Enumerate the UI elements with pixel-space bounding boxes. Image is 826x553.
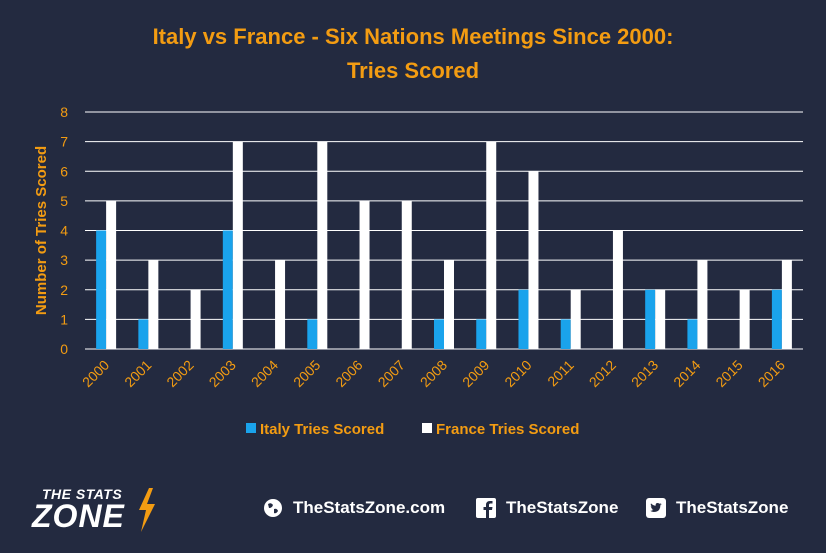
facebook-link[interactable]: TheStatsZone [476,498,618,518]
france-bar [486,141,497,349]
x-tick-label: 2003 [206,357,239,390]
france-bar [781,260,792,349]
x-tick-label: 2014 [670,357,703,390]
france-bar [444,260,454,349]
y-tick-label: 5 [60,193,68,209]
logo-text-bottom: ZONE [32,498,125,534]
france-bar [359,200,370,349]
italy-bar [771,289,782,349]
italy-bar [138,319,149,349]
x-tick-label: 2002 [163,357,196,390]
x-tick-label: 2013 [628,357,661,390]
x-tick-label: 2000 [79,357,112,390]
x-tick-label: 2005 [290,357,323,390]
footer: THE STATS ZONE TheStatsZone.com TheStats… [0,486,826,546]
legend-label-italy: Italy Tries Scored [260,421,384,438]
lightning-bolt-icon [139,488,155,532]
x-tick-label: 2009 [459,357,492,390]
chart-subtitle: Tries Scored [346,58,480,83]
y-tick-label: 1 [60,311,68,327]
y-tick-label: 0 [60,341,68,357]
bar-chart: 0 1 2 3 4 5 6 7 8 Number of Tries Scored 2000 2001 2… [33,104,803,438]
legend-swatch-france [422,423,432,433]
y-axis-label: Number of Tries Scored [33,146,50,315]
france-bar [275,260,286,349]
france-bar [190,289,201,349]
twitter-icon [646,498,666,518]
italy-bar [687,319,698,349]
france-bar [697,260,708,349]
y-tick-label: 2 [60,282,68,298]
y-tick-label: 8 [60,104,68,120]
italy-bar [645,289,656,349]
twitter-link[interactable]: TheStatsZone [646,498,788,518]
chart-title: Italy vs France - Six Nations Meetings S… [152,24,674,49]
twitter-text: TheStatsZone [676,498,789,517]
x-tick-label: 2004 [248,357,281,390]
france-bar [106,200,117,349]
france-bar [401,200,412,349]
italy-bar [476,319,487,349]
website-link[interactable]: TheStatsZone.com [263,498,445,518]
x-tick-label: 2015 [712,357,745,390]
france-bar [655,289,666,349]
italy-bar [518,289,529,349]
x-tick-label: 2001 [121,357,154,390]
facebook-text: TheStatsZone [506,498,619,517]
france-bar [612,230,623,349]
italy-bar [560,319,571,349]
x-tick-label: 2007 [375,357,408,390]
y-tick-label: 7 [60,134,68,150]
france-bar [317,141,328,349]
legend-label-france: France Tries Scored [436,421,579,438]
x-tick-label: 2011 [544,357,577,390]
italy-bar [96,230,107,349]
y-tick-label: 6 [60,163,68,179]
website-text: TheStatsZone.com [293,498,446,517]
france-bar [739,289,750,349]
x-tick-label: 2006 [332,357,365,390]
legend-swatch-italy [246,423,256,433]
france-bar [528,171,539,349]
france-bar [232,141,243,349]
italy-bar [222,230,233,349]
italy-bar [307,319,318,349]
france-bar [570,289,581,349]
x-tick-label: 2008 [417,357,450,390]
logo-text-top: THE STATS [42,486,123,502]
x-tick-label: 2010 [501,357,534,390]
facebook-icon [476,498,496,518]
italy-bar [434,319,444,349]
globe-icon [264,499,282,517]
y-tick-label: 3 [60,252,68,268]
x-tick-label: 2012 [586,357,619,390]
x-tick-label: 2016 [755,357,788,390]
y-tick-label: 4 [60,223,68,239]
france-bar [148,260,159,349]
stats-zone-logo: THE STATS ZONE [30,486,180,536]
